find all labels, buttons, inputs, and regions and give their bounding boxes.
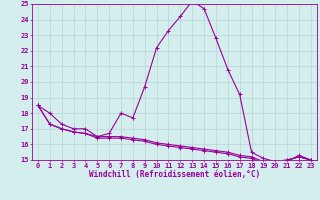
X-axis label: Windchill (Refroidissement éolien,°C): Windchill (Refroidissement éolien,°C) <box>89 170 260 179</box>
